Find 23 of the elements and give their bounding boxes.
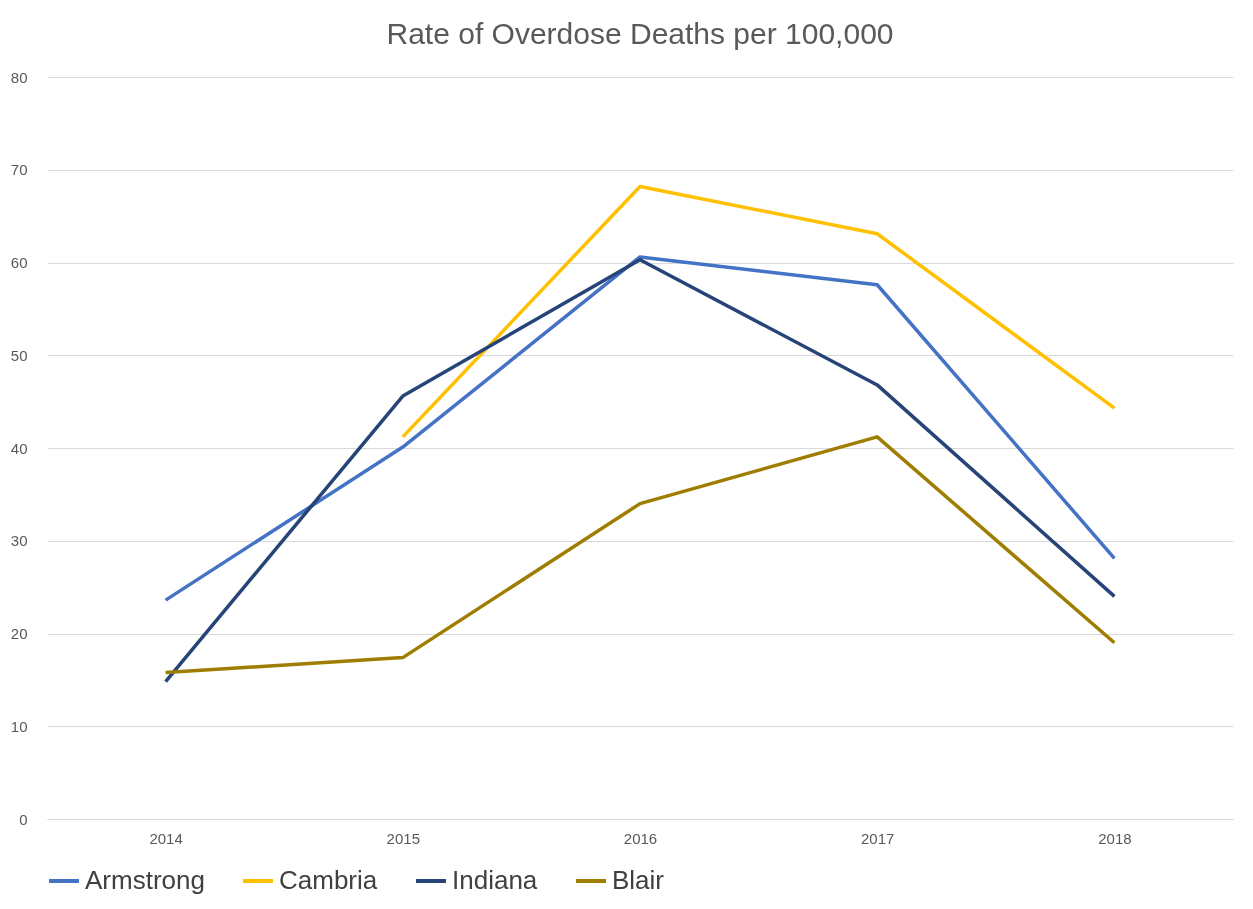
legend-label: Armstrong bbox=[85, 865, 205, 895]
legend-label: Blair bbox=[612, 865, 665, 895]
y-tick-label: 10 bbox=[10, 717, 28, 735]
y-tick-label: 50 bbox=[10, 346, 28, 364]
y-tick-label: 80 bbox=[10, 68, 28, 86]
x-tick-label: 2014 bbox=[149, 829, 183, 847]
y-tick-label: 20 bbox=[10, 625, 28, 642]
legend-label: Cambria bbox=[279, 865, 378, 895]
x-tick-label: 2016 bbox=[623, 829, 658, 847]
x-tick-label: 2015 bbox=[386, 829, 420, 847]
y-tick-label: 0 bbox=[19, 810, 28, 828]
line-series bbox=[163, 435, 1117, 675]
y-tick-label: 30 bbox=[10, 532, 28, 550]
legend-label: Indiana bbox=[452, 865, 538, 895]
y-tick-label: 40 bbox=[10, 439, 28, 457]
line-series bbox=[401, 184, 1117, 439]
line-series bbox=[163, 257, 1117, 684]
y-tick-label: 70 bbox=[10, 161, 28, 179]
x-tick-label: 2018 bbox=[1098, 829, 1132, 847]
chart-title: Rate of Overdose Deaths per 100,000 bbox=[386, 17, 894, 50]
x-tick-label: 2017 bbox=[861, 829, 895, 847]
line-series bbox=[163, 255, 1117, 602]
y-tick-label: 60 bbox=[10, 254, 28, 271]
